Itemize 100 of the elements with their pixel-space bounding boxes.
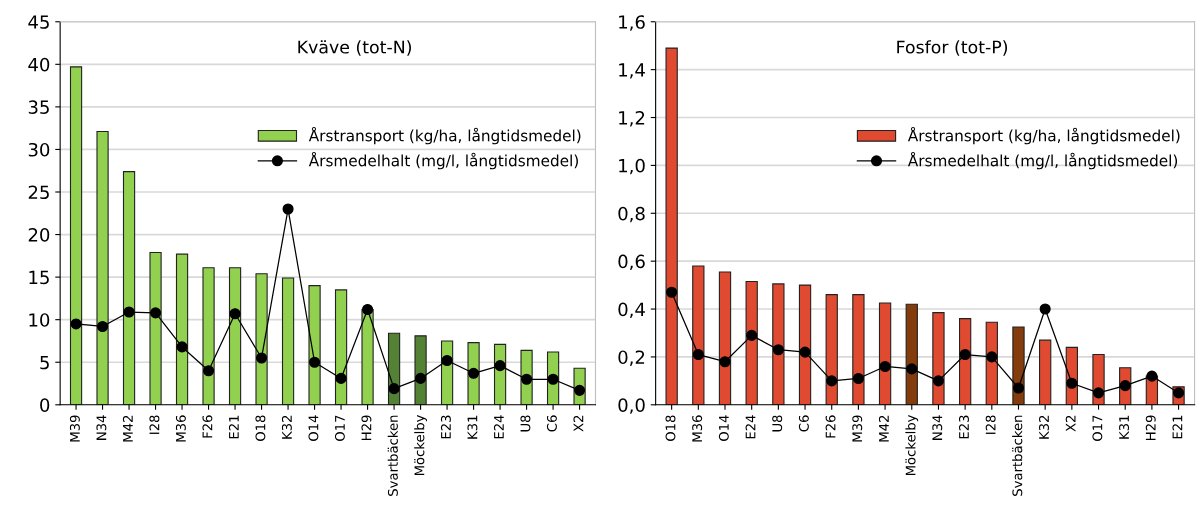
point [309, 356, 321, 368]
point [1012, 382, 1025, 394]
y-tick-label: 15 [29, 270, 49, 285]
bar [932, 312, 945, 405]
x-tick-label: I28 [149, 415, 160, 434]
y-tick-label: 0,0 [618, 398, 645, 414]
x-tick-label: O17 [1092, 415, 1103, 441]
x-tick-label: O17 [334, 415, 345, 441]
point [1039, 303, 1051, 315]
point [388, 383, 400, 395]
x-tick-label: O18 [665, 415, 676, 441]
x-tick-label: E23 [440, 415, 451, 439]
point [692, 348, 704, 361]
bar [202, 267, 215, 405]
x-tick-label: X2 [573, 415, 584, 432]
bar [1039, 339, 1052, 405]
bar [798, 284, 812, 405]
y-tick-label: 1,0 [619, 158, 645, 175]
point [494, 360, 506, 372]
x-tick-label: E21 [228, 415, 239, 439]
bar [905, 303, 918, 405]
x-tick-label: Svartbäcken [1012, 415, 1023, 496]
point [203, 365, 215, 377]
point [415, 372, 427, 384]
y-tick-label: 35 [28, 100, 49, 114]
x-tick-label: U8 [520, 415, 531, 432]
y-tick-label: 0,8 [618, 206, 645, 223]
point [282, 203, 294, 215]
point [932, 375, 945, 387]
x-tick-label: E24 [745, 415, 756, 439]
x-tick-label: H29 [1145, 415, 1156, 440]
x-tick-label: U8 [772, 415, 783, 432]
bar [852, 294, 865, 405]
point [441, 354, 453, 367]
point [852, 372, 864, 385]
bar [665, 47, 678, 405]
bar [122, 171, 136, 405]
x-tick-label: M39 [852, 415, 863, 442]
point [879, 360, 891, 373]
y-tick-label: 1,6 [619, 15, 645, 31]
point [123, 306, 135, 318]
x-tick-label: E24 [493, 415, 504, 439]
y-tick-label: 1,2 [619, 110, 645, 127]
x-tick-label: O18 [255, 415, 266, 441]
point [468, 367, 480, 379]
point [826, 375, 838, 387]
bar [878, 302, 892, 405]
point [335, 372, 347, 384]
bar [334, 289, 348, 405]
text: Kväve (tot-N) [298, 40, 411, 56]
point [547, 373, 559, 385]
y-tick-label: 40 [28, 57, 50, 72]
x-tick-label: O14 [718, 415, 729, 441]
x-tick-label: E21 [1172, 415, 1183, 439]
point [229, 308, 241, 320]
x-tick-label: C6 [546, 415, 557, 432]
bar [175, 253, 189, 405]
x-tick-label: H29 [361, 415, 372, 440]
legend-label: Årsmedelhalt (mg/l, långtidsmedel) [308, 151, 578, 170]
point [799, 346, 811, 358]
y-tick-label: 5 [40, 355, 49, 370]
legend-label: Årstransport (kg/ha, långtidsmedel) [907, 126, 1180, 145]
x-tick-label: K31 [1119, 415, 1130, 439]
bar [69, 66, 83, 405]
y-tick-label: 20 [28, 228, 50, 242]
x-tick-label: F26 [825, 415, 836, 438]
x-tick-label: E23 [958, 415, 969, 439]
y-tick-label: 0,4 [618, 302, 645, 318]
point [986, 351, 998, 363]
bar [825, 294, 838, 405]
x-tick-label: I28 [985, 415, 996, 434]
bar [958, 318, 972, 405]
point [906, 363, 918, 375]
bar [308, 285, 321, 405]
point [521, 373, 533, 385]
x-tick-label: M36 [692, 415, 703, 442]
text: Fosfor (tot-P) [897, 40, 1008, 56]
y-tick-label: 1,4 [619, 63, 645, 79]
bar [255, 273, 268, 405]
point [176, 341, 188, 353]
bar [281, 277, 295, 405]
bar [772, 283, 785, 405]
legend-label: Årsmedelhalt (mg/l, långtidsmedel) [907, 151, 1178, 170]
x-tick-label: M42 [122, 415, 133, 442]
bar [692, 265, 705, 405]
x-tick-label: Möckelby [414, 414, 427, 476]
y-tick-label: 45 [28, 15, 49, 29]
x-tick-label: N34 [932, 415, 943, 440]
x-tick-label: C6 [798, 415, 809, 432]
x-tick-label: Möckelby [905, 414, 919, 476]
x-tick-label: N34 [96, 415, 107, 440]
bar [149, 251, 162, 405]
point [746, 329, 758, 341]
point [362, 303, 374, 316]
point [96, 320, 109, 333]
point [772, 344, 784, 356]
y-tick-label: 0,6 [618, 254, 645, 271]
x-tick-label: K31 [467, 415, 478, 439]
point [149, 307, 162, 319]
x-tick-label: M42 [878, 415, 889, 442]
